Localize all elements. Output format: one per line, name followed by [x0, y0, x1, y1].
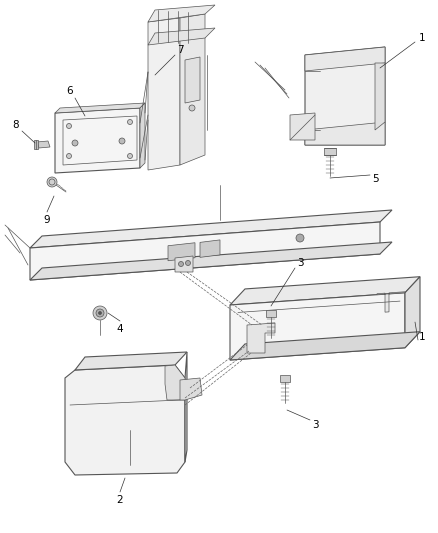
Text: 3: 3	[296, 258, 303, 268]
Text: 4: 4	[117, 324, 123, 334]
Circle shape	[66, 154, 71, 158]
Text: 2: 2	[117, 495, 123, 505]
Polygon shape	[75, 352, 187, 370]
Text: 7: 7	[176, 45, 183, 55]
Polygon shape	[230, 293, 404, 360]
Circle shape	[127, 154, 132, 158]
Text: 3: 3	[311, 420, 318, 430]
Circle shape	[98, 311, 101, 314]
Polygon shape	[55, 108, 140, 173]
Polygon shape	[304, 47, 384, 145]
Polygon shape	[230, 277, 419, 305]
Polygon shape	[30, 242, 391, 280]
Text: 6: 6	[67, 86, 73, 96]
Circle shape	[47, 177, 57, 187]
Text: 5: 5	[372, 174, 378, 184]
Circle shape	[72, 140, 78, 146]
Polygon shape	[184, 352, 187, 462]
Polygon shape	[376, 292, 404, 312]
Polygon shape	[230, 332, 419, 360]
Polygon shape	[279, 375, 290, 382]
Polygon shape	[30, 210, 391, 248]
Polygon shape	[247, 323, 274, 353]
Polygon shape	[30, 222, 379, 280]
Polygon shape	[165, 365, 184, 400]
Polygon shape	[265, 310, 276, 317]
Circle shape	[66, 124, 71, 128]
Text: 8: 8	[13, 120, 19, 130]
Circle shape	[178, 262, 183, 266]
Polygon shape	[148, 28, 215, 45]
Text: 1: 1	[418, 33, 424, 43]
Polygon shape	[200, 240, 219, 257]
Polygon shape	[37, 141, 50, 148]
Text: 1: 1	[418, 332, 424, 342]
Polygon shape	[374, 63, 384, 130]
Circle shape	[96, 309, 104, 317]
Polygon shape	[304, 122, 384, 145]
Circle shape	[127, 119, 132, 125]
Polygon shape	[175, 256, 193, 272]
Circle shape	[185, 261, 190, 265]
Circle shape	[93, 306, 107, 320]
Circle shape	[295, 234, 303, 242]
Text: 9: 9	[44, 215, 50, 225]
Circle shape	[189, 105, 194, 111]
Circle shape	[119, 138, 125, 144]
Polygon shape	[140, 103, 145, 168]
Polygon shape	[34, 140, 38, 149]
Polygon shape	[168, 243, 194, 261]
Polygon shape	[304, 47, 384, 71]
Polygon shape	[404, 277, 419, 348]
Polygon shape	[55, 103, 145, 113]
Polygon shape	[180, 14, 205, 165]
Polygon shape	[180, 378, 201, 400]
Polygon shape	[184, 57, 200, 103]
Polygon shape	[148, 18, 180, 170]
Polygon shape	[148, 5, 215, 22]
Polygon shape	[290, 113, 314, 140]
Polygon shape	[65, 365, 184, 475]
Polygon shape	[323, 148, 335, 155]
